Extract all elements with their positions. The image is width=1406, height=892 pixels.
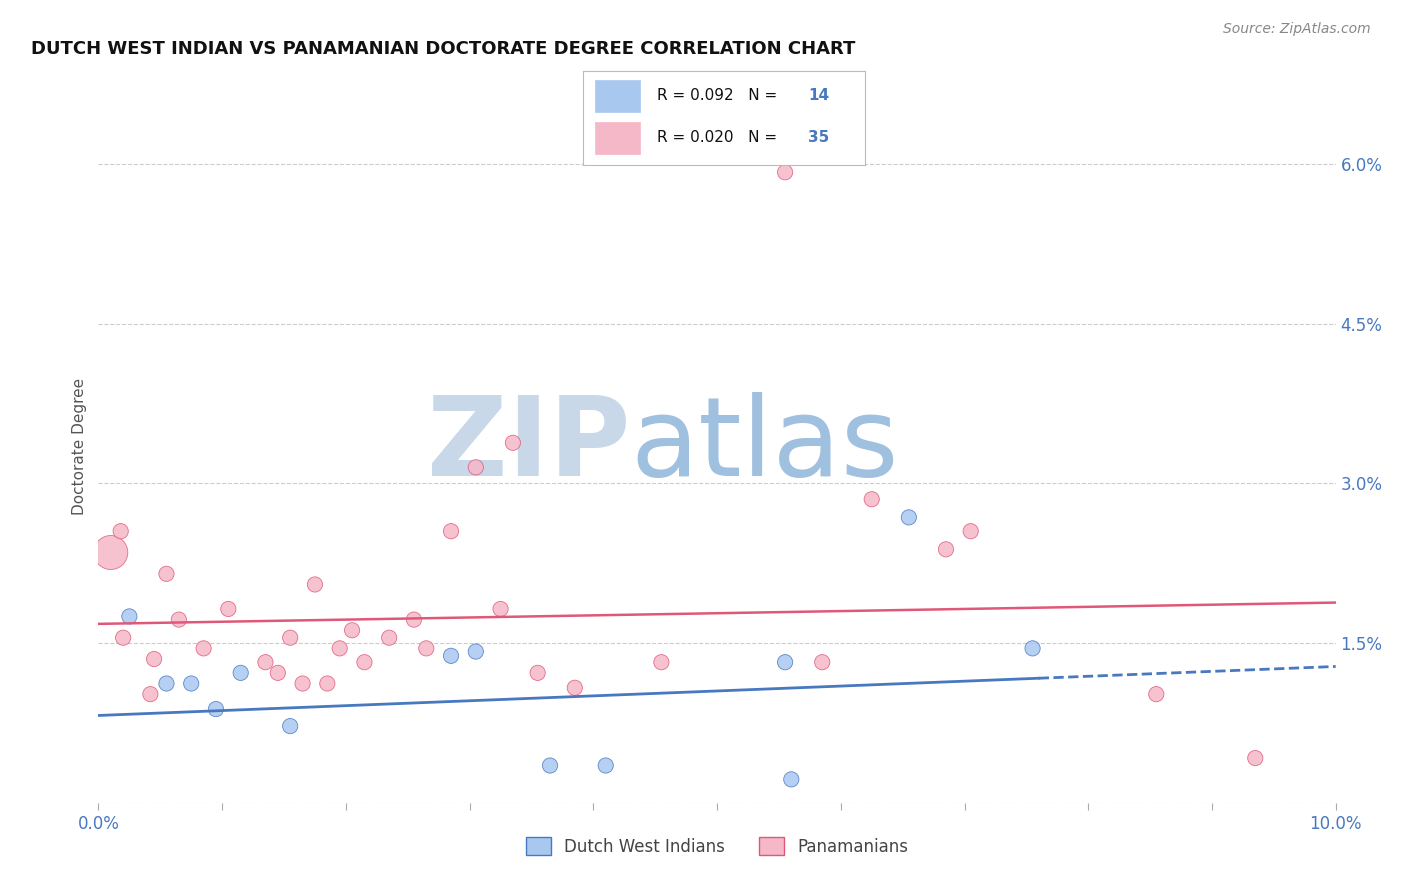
Y-axis label: Doctorate Degree: Doctorate Degree bbox=[72, 377, 87, 515]
Point bbox=[155, 566, 177, 581]
Text: DUTCH WEST INDIAN VS PANAMANIAN DOCTORATE DEGREE CORRELATION CHART: DUTCH WEST INDIAN VS PANAMANIAN DOCTORAT… bbox=[31, 40, 855, 58]
Point bbox=[860, 492, 883, 507]
Point bbox=[595, 758, 617, 772]
Point bbox=[464, 460, 486, 475]
Point bbox=[811, 655, 834, 669]
Point bbox=[316, 676, 339, 690]
Point bbox=[773, 165, 796, 179]
Point bbox=[180, 676, 202, 690]
Point bbox=[897, 510, 920, 524]
Point bbox=[139, 687, 162, 701]
Point bbox=[155, 676, 177, 690]
Point bbox=[291, 676, 314, 690]
Point bbox=[118, 609, 141, 624]
Point bbox=[143, 652, 166, 666]
Text: R = 0.092   N =: R = 0.092 N = bbox=[657, 88, 782, 103]
Point bbox=[1244, 751, 1267, 765]
Point bbox=[415, 641, 437, 656]
Point bbox=[959, 524, 981, 539]
Point bbox=[100, 545, 122, 559]
Bar bbox=[595, 122, 640, 153]
Point bbox=[464, 644, 486, 658]
Point bbox=[378, 631, 401, 645]
Point bbox=[193, 641, 215, 656]
Text: 35: 35 bbox=[808, 130, 830, 145]
Point bbox=[353, 655, 375, 669]
Point bbox=[217, 602, 239, 616]
Point bbox=[112, 631, 135, 645]
Text: R = 0.020   N =: R = 0.020 N = bbox=[657, 130, 782, 145]
Point bbox=[935, 542, 957, 557]
Point bbox=[538, 758, 561, 772]
Bar bbox=[595, 79, 640, 112]
Point bbox=[773, 655, 796, 669]
Point bbox=[110, 524, 132, 539]
Point bbox=[440, 524, 463, 539]
Point bbox=[304, 577, 326, 591]
Point bbox=[1144, 687, 1167, 701]
Point bbox=[267, 665, 290, 680]
Point bbox=[526, 665, 548, 680]
Point bbox=[564, 681, 586, 695]
Point bbox=[254, 655, 277, 669]
Point bbox=[167, 613, 190, 627]
Point bbox=[340, 624, 363, 638]
Text: atlas: atlas bbox=[630, 392, 898, 500]
Point bbox=[440, 648, 463, 663]
Point bbox=[278, 719, 301, 733]
Text: 14: 14 bbox=[808, 88, 830, 103]
Point bbox=[502, 435, 524, 450]
Point bbox=[205, 702, 228, 716]
Point bbox=[229, 665, 252, 680]
Legend: Dutch West Indians, Panamanians: Dutch West Indians, Panamanians bbox=[519, 830, 915, 863]
Point bbox=[278, 631, 301, 645]
Point bbox=[489, 602, 512, 616]
Point bbox=[329, 641, 352, 656]
Text: ZIP: ZIP bbox=[427, 392, 630, 500]
Point bbox=[650, 655, 672, 669]
Point bbox=[402, 613, 425, 627]
Point bbox=[1021, 641, 1043, 656]
Text: Source: ZipAtlas.com: Source: ZipAtlas.com bbox=[1223, 22, 1371, 37]
Point bbox=[780, 772, 803, 787]
